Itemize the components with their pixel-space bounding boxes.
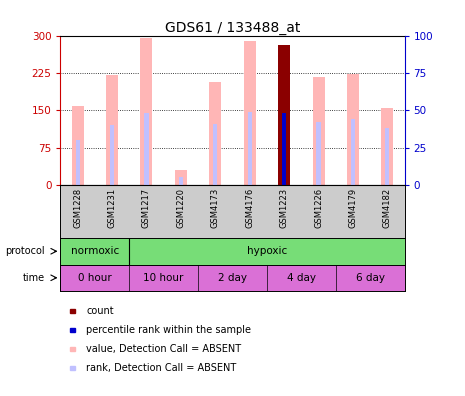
Bar [198,265,267,291]
Text: 6 day: 6 day [356,273,385,283]
Text: 10 hour: 10 hour [144,273,184,283]
Bar [129,265,198,291]
Bar [317,122,320,185]
Text: rank, Detection Call = ABSENT: rank, Detection Call = ABSENT [86,363,236,373]
Bar [106,76,118,185]
Bar [381,108,393,185]
Bar [145,113,148,185]
Text: normoxic: normoxic [71,246,119,256]
Text: value, Detection Call = ABSENT: value, Detection Call = ABSENT [86,344,241,354]
Text: percentile rank within the sample: percentile rank within the sample [86,325,251,335]
Text: GSM4182: GSM4182 [383,188,392,228]
Text: GSM1228: GSM1228 [73,188,82,228]
Text: protocol: protocol [5,246,45,256]
Bar [213,124,217,185]
Bar [60,238,129,265]
Text: 0 hour: 0 hour [78,273,112,283]
Text: GSM1223: GSM1223 [279,188,289,228]
Text: GSM4179: GSM4179 [348,188,358,228]
Bar [175,170,187,185]
Bar [267,265,336,291]
Bar [347,74,359,185]
Bar [312,77,325,185]
Text: GSM4176: GSM4176 [245,188,254,228]
Bar [278,45,290,185]
Text: hypoxic: hypoxic [247,246,287,256]
Text: GSM1217: GSM1217 [142,188,151,228]
Bar [209,82,221,185]
Bar [60,265,129,291]
Text: GSM1231: GSM1231 [107,188,117,228]
Text: GSM1220: GSM1220 [176,188,186,228]
Bar [179,177,183,185]
Bar [72,106,84,185]
Bar [248,112,252,185]
Bar [351,119,355,185]
Text: GSM4173: GSM4173 [211,188,220,228]
Text: GSM1226: GSM1226 [314,188,323,228]
Bar [282,113,286,185]
Bar [76,140,80,185]
Text: 2 day: 2 day [218,273,247,283]
Text: count: count [86,306,113,316]
Bar [140,38,153,185]
Title: GDS61 / 133488_at: GDS61 / 133488_at [165,21,300,34]
Text: 4 day: 4 day [287,273,316,283]
Text: time: time [23,273,45,283]
Bar [129,238,405,265]
Bar [110,125,114,185]
Bar [244,41,256,185]
Bar [385,128,389,185]
Bar [336,265,405,291]
